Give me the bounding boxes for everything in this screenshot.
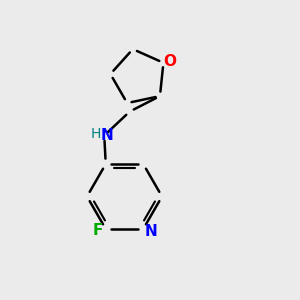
Text: N: N (100, 128, 113, 143)
Text: H: H (91, 127, 101, 141)
Text: O: O (164, 54, 176, 69)
Text: F: F (93, 223, 104, 238)
Text: N: N (144, 224, 157, 239)
